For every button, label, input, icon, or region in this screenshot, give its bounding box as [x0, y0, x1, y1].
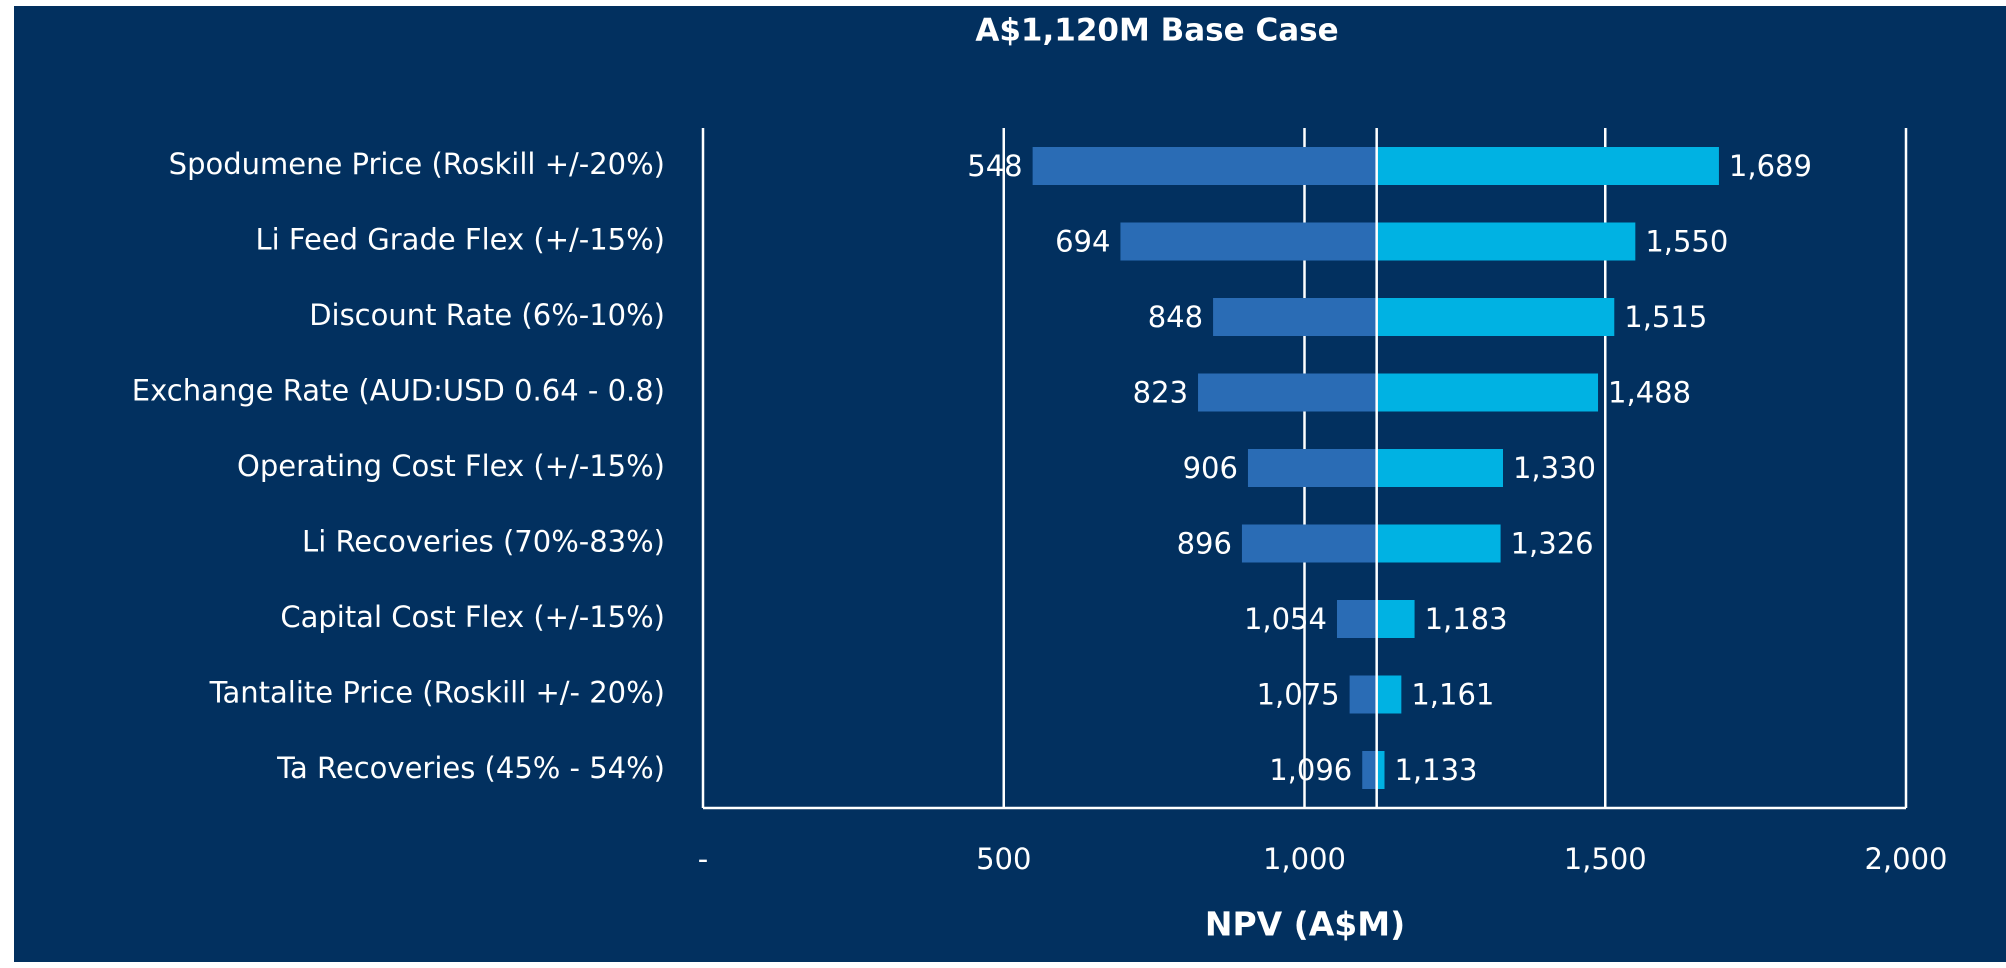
value-label: 1,161 — [1411, 678, 1494, 712]
bar — [1213, 298, 1377, 336]
category-label: Li Recoveries (70%-83%) — [302, 525, 665, 559]
value-label: 1,330 — [1513, 451, 1596, 485]
x-tick-label: 2,000 — [1864, 842, 1947, 876]
bar — [1376, 600, 1415, 638]
category-label: Exchange Rate (AUD:USD 0.64 - 0.8) — [132, 374, 665, 408]
bar — [1376, 298, 1615, 336]
bar — [1241, 524, 1377, 563]
category-label: Ta Recoveries (45% - 54%) — [276, 751, 665, 785]
bar — [1376, 524, 1501, 563]
category-label: Operating Cost Flex (+/-15%) — [237, 449, 665, 483]
value-label: 823 — [1133, 376, 1188, 410]
value-label: 1,550 — [1645, 225, 1728, 259]
bar — [1336, 600, 1377, 638]
x-axis-title: NPV (A$M) — [1205, 905, 1405, 944]
category-label: Capital Cost Flex (+/-15%) — [280, 600, 665, 634]
value-label: 1,054 — [1244, 602, 1327, 636]
value-label: 896 — [1177, 527, 1232, 561]
value-label: 1,326 — [1511, 527, 1594, 561]
category-label: Discount Rate (6%-10%) — [309, 298, 665, 332]
value-label: 1,488 — [1608, 376, 1691, 410]
value-label: 1,133 — [1394, 753, 1477, 787]
x-tick-label: - — [698, 842, 708, 876]
value-label: 1,689 — [1729, 149, 1812, 183]
value-label: 1,096 — [1269, 753, 1352, 787]
x-tick-label: 1,500 — [1564, 842, 1647, 876]
value-label: 1,183 — [1425, 602, 1508, 636]
bar — [1376, 675, 1402, 714]
value-label: 548 — [967, 149, 1022, 183]
bar — [1247, 449, 1377, 487]
bar — [1032, 147, 1377, 185]
category-label: Spodumene Price (Roskill +/-20%) — [169, 147, 665, 181]
value-label: 1,075 — [1257, 678, 1340, 712]
value-label: 848 — [1148, 300, 1203, 334]
value-label: 1,515 — [1624, 300, 1707, 334]
bar — [1376, 373, 1599, 412]
category-label: Li Feed Grade Flex (+/-15%) — [255, 223, 665, 257]
bar — [1376, 449, 1503, 487]
value-label: 906 — [1183, 451, 1238, 485]
bar — [1349, 675, 1377, 714]
bar — [1198, 373, 1377, 412]
bar — [1376, 751, 1385, 789]
chart-title: A$1,120M Base Case — [975, 13, 1338, 49]
x-tick-label: 1,000 — [1263, 842, 1346, 876]
category-label: Tantalite Price (Roskill +/- 20%) — [209, 676, 665, 710]
value-label: 694 — [1055, 225, 1110, 259]
x-tick-label: 500 — [976, 842, 1031, 876]
bar — [1376, 222, 1636, 261]
bar — [1120, 222, 1377, 261]
bar — [1362, 751, 1377, 789]
bar — [1376, 147, 1719, 185]
